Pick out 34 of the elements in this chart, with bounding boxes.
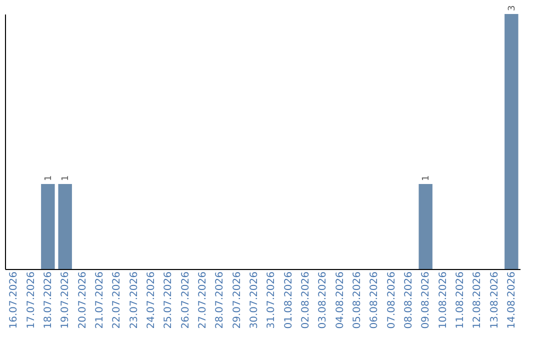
x-tick-label: 14.08.2026 [506,272,518,329]
x-tick-label: 24.07.2026 [146,272,157,329]
x-tick-label: 06.08.2026 [369,272,380,329]
x-tick-label: 17.07.2026 [26,272,37,329]
x-tick-label: 28.07.2026 [214,272,226,329]
x-tick-label: 02.08.2026 [300,272,312,329]
x-tick-label: 26.07.2026 [180,272,192,329]
x-tick-label: 12.08.2026 [472,272,484,329]
x-tick-label: 13.08.2026 [489,272,500,329]
x-tick-label: 19.07.2026 [60,272,72,329]
x-tick-label: 22.07.2026 [112,272,123,329]
x-tick-label: 18.07.2026 [42,272,54,329]
x-tick-label: 10.08.2026 [438,272,449,329]
data-label: 3 [507,5,518,11]
data-label: 1 [44,175,54,181]
x-tick-label: 31.07.2026 [266,272,278,329]
x-tick-label: 16.07.2026 [8,272,20,329]
x-tick-label: 23.07.2026 [128,272,140,329]
x-tick-label: 29.07.2026 [232,272,243,329]
x-tick-label: 27.07.2026 [197,272,208,329]
x-tick-label: 07.08.2026 [386,272,398,329]
x-tick-label: 20.07.2026 [77,272,88,329]
data-label: 1 [61,175,72,181]
x-tick-label: 03.08.2026 [318,272,329,329]
x-tick-label: 11.08.2026 [454,272,466,329]
x-tick-label: 01.08.2026 [283,272,294,329]
x-tick-label: 25.07.2026 [163,272,174,329]
x-tick-label: 05.08.2026 [352,272,363,329]
x-tick-label: 08.08.2026 [403,272,414,329]
data-label: 1 [422,175,432,181]
x-tick-label: 30.07.2026 [248,272,260,329]
x-tick-label: 04.08.2026 [334,272,346,329]
x-tick-label: 09.08.2026 [420,272,432,329]
x-tick-label: 21.07.2026 [94,272,106,329]
